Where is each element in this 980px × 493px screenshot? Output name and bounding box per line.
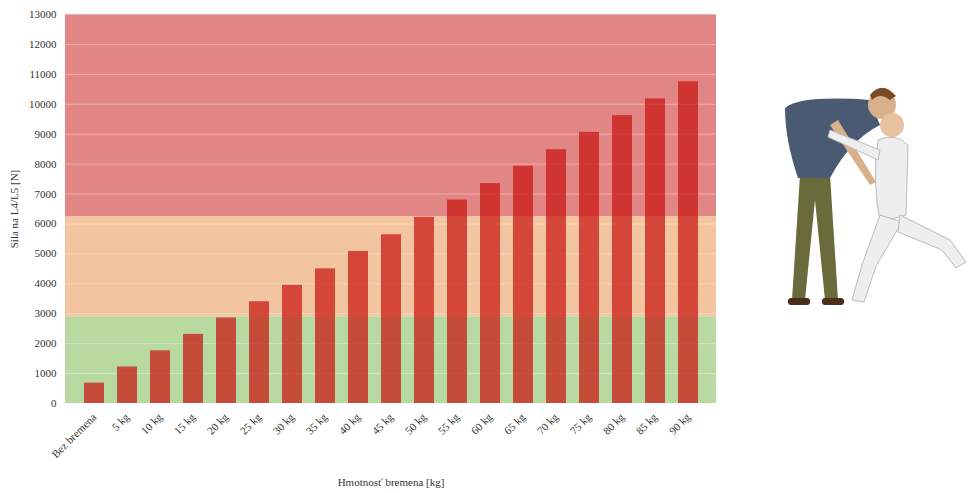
svg-text:10000: 10000 xyxy=(29,98,57,110)
svg-text:4000: 4000 xyxy=(35,277,58,289)
svg-text:Hmotnosť bremena [kg]: Hmotnosť bremena [kg] xyxy=(338,476,445,488)
svg-text:10 kg: 10 kg xyxy=(138,410,164,436)
svg-text:11000: 11000 xyxy=(29,68,57,80)
svg-text:65 kg: 65 kg xyxy=(501,410,527,436)
svg-text:Bez bremena: Bez bremena xyxy=(49,411,98,460)
svg-text:Sila na L4/L5 [N]: Sila na L4/L5 [N] xyxy=(8,170,20,249)
svg-text:45 kg: 45 kg xyxy=(369,410,395,436)
svg-text:25 kg: 25 kg xyxy=(237,410,263,436)
svg-text:7000: 7000 xyxy=(35,188,58,200)
svg-text:40 kg: 40 kg xyxy=(336,410,362,436)
svg-text:20 kg: 20 kg xyxy=(204,410,230,436)
svg-text:90 kg: 90 kg xyxy=(666,410,692,436)
svg-text:5 kg: 5 kg xyxy=(109,410,131,432)
svg-text:9000: 9000 xyxy=(35,128,58,140)
svg-text:60 kg: 60 kg xyxy=(468,410,494,436)
svg-text:1000: 1000 xyxy=(35,367,58,379)
svg-text:50 kg: 50 kg xyxy=(402,410,428,436)
svg-text:75 kg: 75 kg xyxy=(567,410,593,436)
svg-text:13000: 13000 xyxy=(29,8,57,20)
svg-text:35 kg: 35 kg xyxy=(303,410,329,436)
svg-text:6000: 6000 xyxy=(35,217,58,229)
svg-text:3000: 3000 xyxy=(35,307,58,319)
svg-text:8000: 8000 xyxy=(35,158,58,170)
svg-text:55 kg: 55 kg xyxy=(435,410,461,436)
svg-text:15 kg: 15 kg xyxy=(171,410,197,436)
svg-text:70 kg: 70 kg xyxy=(534,410,560,436)
svg-text:5000: 5000 xyxy=(35,247,58,259)
svg-text:0: 0 xyxy=(51,397,57,409)
svg-text:2000: 2000 xyxy=(35,337,58,349)
svg-text:80 kg: 80 kg xyxy=(600,410,626,436)
svg-text:85 kg: 85 kg xyxy=(633,410,659,436)
svg-text:12000: 12000 xyxy=(29,38,57,50)
svg-text:30 kg: 30 kg xyxy=(270,410,296,436)
